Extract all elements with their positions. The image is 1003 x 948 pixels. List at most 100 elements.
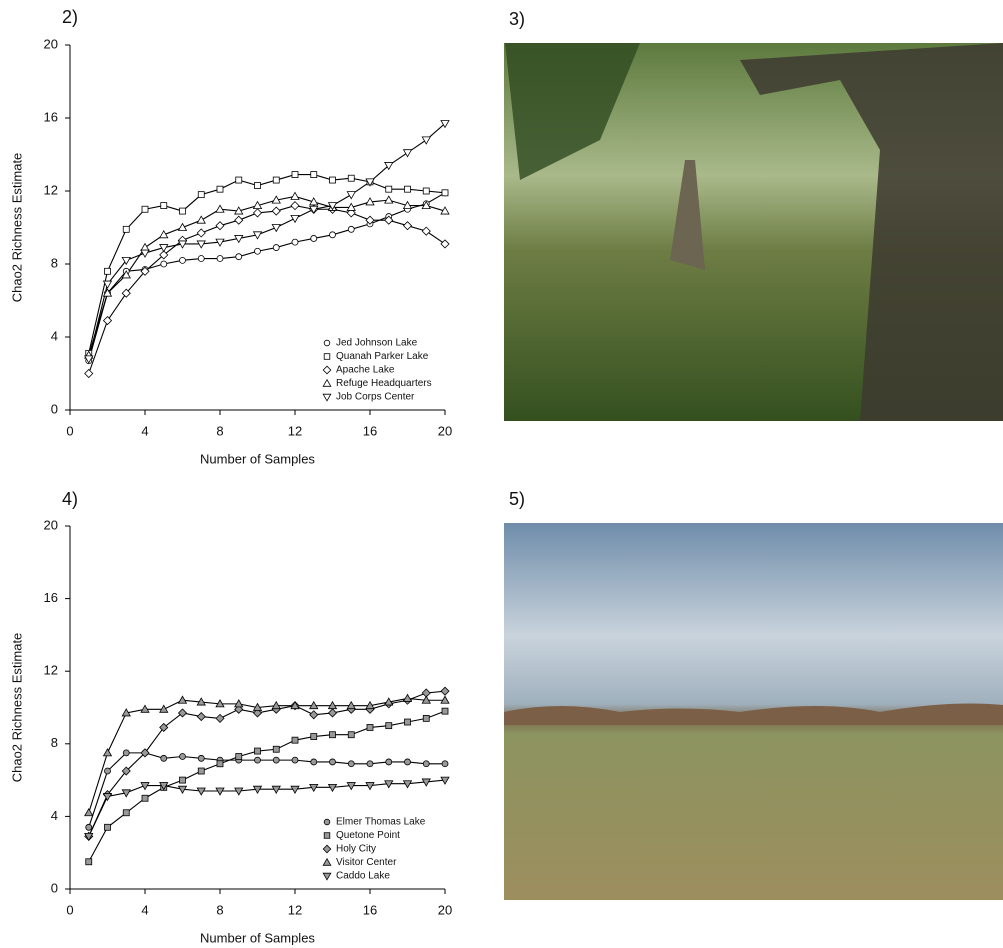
data-point [252, 200, 263, 210]
data-point [309, 710, 319, 720]
data-point [102, 793, 113, 802]
data-point [402, 693, 413, 702]
x-tick-label: 12 [288, 902, 302, 917]
data-point [440, 120, 450, 129]
data-point [252, 208, 263, 218]
y-tick-label: 4 [51, 328, 58, 343]
data-point [310, 733, 318, 740]
data-point [291, 736, 299, 744]
data-point [346, 202, 356, 211]
data-point [384, 697, 394, 706]
data-point [254, 756, 261, 764]
data-point [121, 789, 131, 798]
data-point [272, 176, 280, 184]
data-point [235, 753, 243, 760]
data-point [327, 202, 338, 211]
data-point [197, 767, 205, 775]
photo-forest [504, 43, 1003, 421]
panel-label: 4) [62, 489, 78, 509]
data-point [179, 207, 186, 215]
data-point [140, 748, 150, 758]
data-point [254, 182, 261, 189]
data-point [160, 202, 168, 210]
data-point [121, 288, 131, 298]
x-axis-label: Number of Samples [200, 451, 315, 466]
data-point [365, 782, 375, 791]
data-point [271, 195, 281, 204]
data-point [215, 787, 225, 796]
x-axis-label: Number of Samples [200, 930, 315, 945]
data-point [271, 785, 281, 794]
data-point [385, 758, 393, 766]
data-point [366, 724, 374, 731]
data-point [122, 809, 130, 817]
data-point [216, 760, 224, 768]
data-point [85, 823, 93, 831]
data-point [215, 204, 225, 213]
data-point [440, 239, 450, 249]
data-point [290, 214, 300, 224]
data-point [346, 191, 356, 200]
x-tick-label: 4 [141, 902, 148, 917]
legend-marker [322, 857, 332, 866]
legend-marker [323, 353, 331, 360]
data-point [365, 197, 375, 206]
data-point [159, 722, 169, 733]
panel-label: 3) [509, 9, 525, 29]
data-point [365, 215, 375, 225]
data-point [215, 713, 225, 723]
data-point [197, 255, 205, 262]
data-point [159, 250, 169, 260]
data-point [310, 758, 318, 766]
data-point [384, 162, 394, 171]
data-point [84, 368, 94, 379]
legend-marker [322, 393, 332, 402]
data-point [234, 704, 244, 714]
data-point [102, 316, 113, 326]
x-tick-label: 16 [363, 902, 377, 917]
data-point [102, 288, 113, 297]
data-point [347, 731, 355, 739]
data-point [252, 702, 263, 711]
data-point [384, 195, 394, 204]
series-line [88, 123, 446, 360]
data-point [121, 256, 131, 266]
data-point [327, 783, 338, 793]
data-point [235, 176, 243, 184]
y-axis-label: Chao2 Richness Estimate [9, 153, 24, 303]
x-tick-label: 20 [438, 902, 452, 917]
legend-label: Elmer Thomas Lake [336, 817, 426, 828]
y-tick-label: 4 [51, 808, 58, 823]
data-point [441, 707, 449, 715]
data-point [141, 794, 149, 802]
data-point [102, 748, 113, 757]
x-tick-label: 8 [216, 423, 223, 438]
data-point [309, 197, 319, 206]
data-point [234, 787, 244, 796]
legend-marker [322, 378, 332, 387]
y-tick-label: 20 [44, 36, 58, 51]
data-point [385, 722, 393, 730]
data-point [84, 807, 94, 817]
data-point [216, 255, 224, 262]
data-point [159, 244, 169, 253]
data-point [235, 253, 243, 261]
data-point [272, 756, 280, 764]
data-point [252, 231, 263, 240]
data-point [384, 215, 394, 225]
data-point [422, 187, 430, 195]
y-tick-label: 20 [44, 517, 58, 532]
data-point [234, 235, 244, 244]
data-point [177, 708, 188, 718]
data-point [177, 222, 188, 231]
data-point [197, 754, 205, 762]
data-point [159, 229, 169, 239]
data-point [421, 226, 431, 236]
data-point [234, 215, 244, 225]
data-point [346, 782, 356, 791]
data-point [271, 224, 281, 233]
data-point [291, 756, 299, 764]
data-point [160, 754, 168, 762]
data-point [104, 767, 111, 775]
legend-label: Holy City [336, 844, 376, 855]
